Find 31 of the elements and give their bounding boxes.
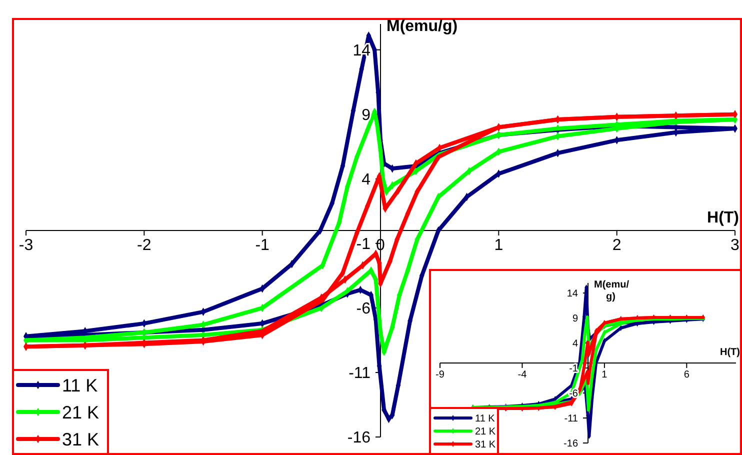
y-tick-label: -16 (347, 430, 371, 447)
y-axis-title: M(emu/g) (594, 280, 630, 302)
x-tick-label: 3 (730, 237, 740, 254)
x-tick-label: -4 (518, 370, 528, 380)
y-tick-label: 9 (572, 314, 578, 324)
y-tick-label: -11 (348, 365, 371, 382)
y-tick-label: 9 (362, 106, 371, 124)
x-tick-label: -3 (18, 237, 34, 254)
x-tick-label: -2 (137, 237, 152, 254)
legend-label: 21 K (62, 402, 100, 422)
legend-label: 11 K (62, 375, 98, 396)
y-tick-label: -11 (564, 414, 578, 424)
y-tick-label: 4 (362, 171, 371, 188)
y-axis-title: M(emu/g) (386, 18, 458, 36)
x-tick-label: -1 (255, 237, 270, 254)
x-tick-label: 1 (494, 237, 504, 254)
y-tick-label: 4 (572, 338, 578, 350)
x-tick-label: -9 (436, 370, 445, 380)
legend-label: 31 K (62, 429, 100, 450)
x-axis-title: H(T) (720, 347, 740, 358)
legend-label: 21 K (475, 426, 496, 438)
y-tick-label: -6 (569, 388, 578, 400)
x-axis-title: H(T) (707, 210, 739, 226)
x-tick-label: 1 (602, 370, 608, 380)
y-tick-label: 14 (566, 288, 578, 300)
legend-label: 11 K (475, 414, 496, 424)
y-tick-label: -6 (356, 300, 371, 318)
x-tick-label: 2 (612, 237, 622, 254)
y-tick-label: -16 (564, 438, 578, 450)
legend-label: 31 K (475, 440, 496, 450)
x-tick-label: 6 (684, 370, 690, 380)
